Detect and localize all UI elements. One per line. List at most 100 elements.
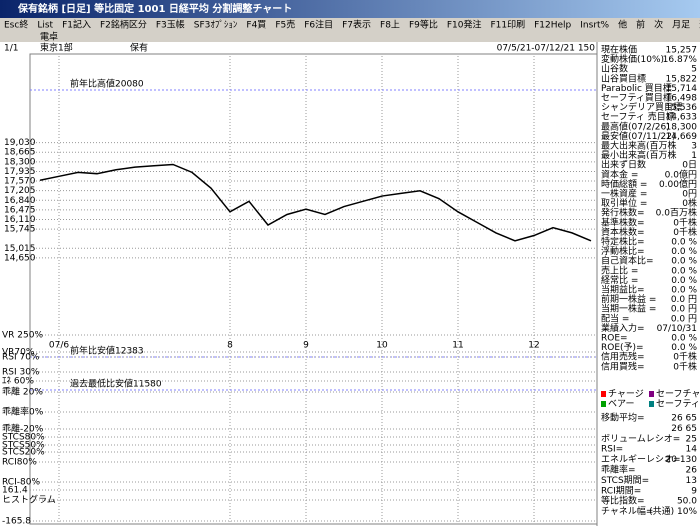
legend-swatch xyxy=(649,391,654,397)
indicator-label: 乖離-20% xyxy=(2,423,44,435)
info-value: 0.0 % xyxy=(671,247,697,257)
x-tick-label: 10 xyxy=(376,341,388,351)
annotation: 前年比高値20080 xyxy=(70,78,144,90)
toolbar-button[interactable]: F5売 xyxy=(275,19,295,31)
info-label: Parabolic 買目標 xyxy=(601,82,672,94)
info-label: RCI期間= xyxy=(601,485,641,496)
y-tick-label: 18,665 xyxy=(4,148,36,158)
toolbar-button[interactable]: F2銘柄区分 xyxy=(100,19,147,31)
info-label: 業績入力= xyxy=(601,322,645,334)
x-tick-label: 07/6 xyxy=(49,341,69,351)
submenu[interactable]: 電卓 xyxy=(40,31,58,43)
toolbar-button[interactable]: F6注目 xyxy=(304,19,333,31)
info-value: 0.0百万株 xyxy=(656,207,697,219)
info-label: 発行株数= xyxy=(601,207,645,219)
info-value: 15,822 xyxy=(666,74,698,84)
toolbar-button[interactable]: Esc終 xyxy=(4,19,28,31)
indicator-label: VR70% xyxy=(2,348,35,358)
info-label: 最安値(07/11/22) xyxy=(601,130,675,142)
toolbar-button[interactable]: F7表示 xyxy=(342,19,371,31)
info-value: 0.0 % xyxy=(671,266,697,276)
info-value: 26 65 xyxy=(671,414,697,424)
annotation: 過去最低比安値11580 xyxy=(70,378,162,390)
info-label: 移動平均= xyxy=(601,412,645,424)
y-tick-label: 16,475 xyxy=(4,205,36,215)
indicator-label: ヒストグラム xyxy=(2,494,56,506)
indicator-label: RSI 70% xyxy=(2,353,40,363)
toolbar-button[interactable]: F10発注 xyxy=(447,19,482,31)
y-tick-label: 16,840 xyxy=(4,196,36,206)
indicator-label: VR 250% xyxy=(2,331,43,341)
info-value: 16.87% xyxy=(663,55,698,65)
y-tick-label: 17,935 xyxy=(4,167,36,177)
toolbar-button[interactable]: 他 xyxy=(618,19,627,31)
y-tick-label: 17,570 xyxy=(4,177,36,187)
info-label: 基準株数= xyxy=(601,216,645,228)
legend-label: セーフチャージ xyxy=(656,389,700,400)
legend-label: ベアー xyxy=(608,400,634,410)
toolbar-button[interactable]: 次 xyxy=(654,19,663,31)
info-label: 山谷数 xyxy=(601,63,628,75)
info-label: 自己資本比= xyxy=(601,255,654,267)
info-label: 一株資産 = xyxy=(601,188,647,200)
info-value: 0千株 xyxy=(673,216,697,228)
info-label: 変動株価(10%) xyxy=(601,53,664,65)
info-value: 20 130 xyxy=(666,455,698,465)
annotation: 前年比安値12383 xyxy=(70,345,144,357)
legend-swatch xyxy=(649,401,654,407)
info-value: 3 xyxy=(691,142,697,152)
legend-label: チャージ xyxy=(608,389,644,400)
window-title: 保有銘柄 [日足] 等比固定 1001 日経平均 分割調整チャート xyxy=(17,2,292,15)
info-value: 18,300 xyxy=(666,122,698,132)
info-label: シャンデリア買目標 xyxy=(601,101,682,113)
info-label: ROE= xyxy=(601,334,628,344)
info-value: 25 xyxy=(686,434,697,444)
info-value: 0日 xyxy=(682,160,697,171)
info-value: 14,633 xyxy=(666,113,698,123)
toolbar-button[interactable]: 月足 xyxy=(672,20,690,31)
toolbar-button[interactable]: F4買 xyxy=(246,20,266,31)
toolbar-button[interactable]: F3玉帳 xyxy=(156,19,185,31)
info-label: セーフティ買目標 xyxy=(601,92,672,104)
info-label: 当期一株益 = xyxy=(601,303,656,315)
y-tick-label: 14,650 xyxy=(4,253,36,263)
info-value: 50.0 xyxy=(677,497,697,507)
legend-swatch xyxy=(601,401,606,407)
info-value: 15,714 xyxy=(666,84,698,94)
info-value: 0千株 xyxy=(673,360,697,372)
toolbar-button[interactable]: F8上 xyxy=(380,20,400,31)
info-label: 乖離率= xyxy=(601,464,636,476)
toolbar-button[interactable]: List xyxy=(37,21,53,31)
info-label: ボリュームレシオ= xyxy=(601,433,680,444)
info-value: 14 xyxy=(686,445,698,455)
info-value: 0株 xyxy=(682,197,697,209)
info-value: 07/10/31 xyxy=(657,324,697,334)
y-tick-label: 19,030 xyxy=(4,138,36,148)
info-value: 26 65 xyxy=(671,424,697,434)
info-value: 5 xyxy=(691,65,697,75)
info-value: 0.00億円 xyxy=(659,178,697,190)
group: 保有 xyxy=(130,42,148,54)
indicator-label: RSI 30% xyxy=(2,368,40,378)
info-label: 現在株価 xyxy=(601,44,637,56)
info-label: 配当 = xyxy=(601,312,629,324)
toolbar-button[interactable]: F11印刷 xyxy=(490,19,525,31)
toolbar-button[interactable]: SF3ｵﾌﾟｼｮﾝ xyxy=(194,20,238,31)
info-label: 最高値(07/2/26) xyxy=(601,120,670,132)
info-value: 15,536 xyxy=(666,103,698,113)
info-value: 9 xyxy=(691,486,697,496)
toolbar-button[interactable]: F1記入 xyxy=(62,19,91,31)
indicator-label: ｴﾈ 60% xyxy=(2,376,34,387)
toolbar-button[interactable]: 前 xyxy=(636,19,645,31)
info-value: 16,498 xyxy=(666,94,698,104)
toolbar-button[interactable]: F9等比 xyxy=(409,19,438,31)
info-value: 13 xyxy=(686,476,697,486)
toolbar-button[interactable]: Insrt% xyxy=(580,21,609,31)
title-bar xyxy=(0,0,700,18)
toolbar-button[interactable]: F12Help xyxy=(534,21,571,31)
indicator-label: RCI80% xyxy=(2,458,37,468)
info-label: ROE(予)= xyxy=(601,342,644,353)
info-label: 出来ず日数 xyxy=(601,159,646,171)
info-label: 山谷買目標 xyxy=(601,72,646,84)
